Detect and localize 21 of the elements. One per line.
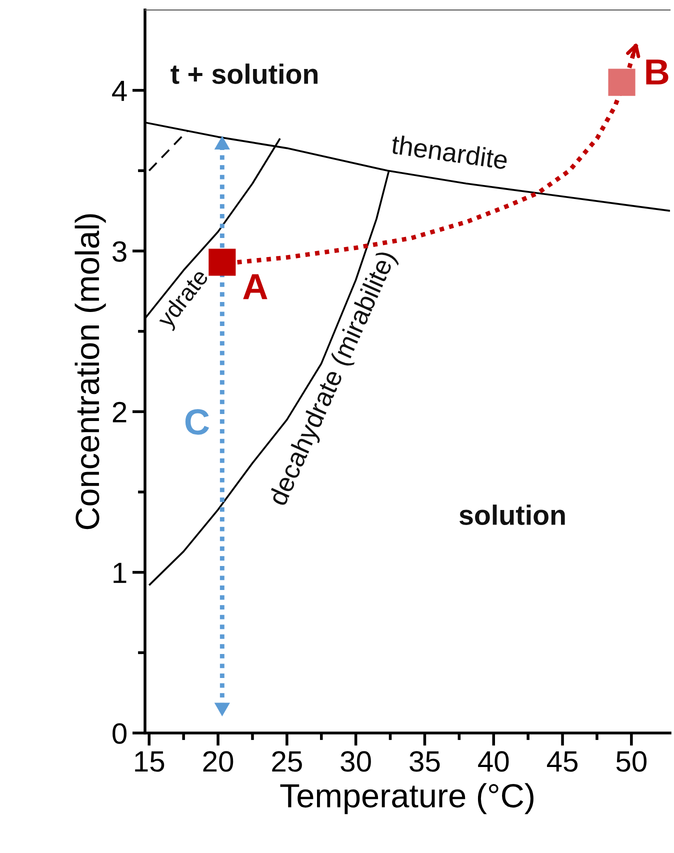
y-tick-label: 4 [112,80,127,101]
y-tick-label: 3 [112,241,126,262]
y-tick-label: 1 [114,562,126,583]
x-tick-label: 20 [203,751,234,772]
x-tick-label: 45 [546,751,578,772]
y-tick-label: 0 [112,723,126,744]
y-tick-label: 2 [112,402,126,422]
x-tick-label: 50 [616,751,646,772]
x-tick-label: 40 [478,751,509,772]
y-axis-title: Concentration (molal) [74,214,106,530]
annotation: solution [459,504,565,526]
x-tick-label: 25 [272,751,302,772]
annotation: C [185,409,210,435]
annotation: t + solution [170,64,318,84]
annotation: B [646,60,668,84]
annotation: A [243,274,268,300]
annotation: thenardite [390,134,508,170]
x-tick-label: 15 [135,751,164,772]
x-axis-title: Temperature (°C) [280,783,534,814]
x-tick-label: 30 [340,751,371,772]
x-tick-label: 35 [410,751,440,772]
